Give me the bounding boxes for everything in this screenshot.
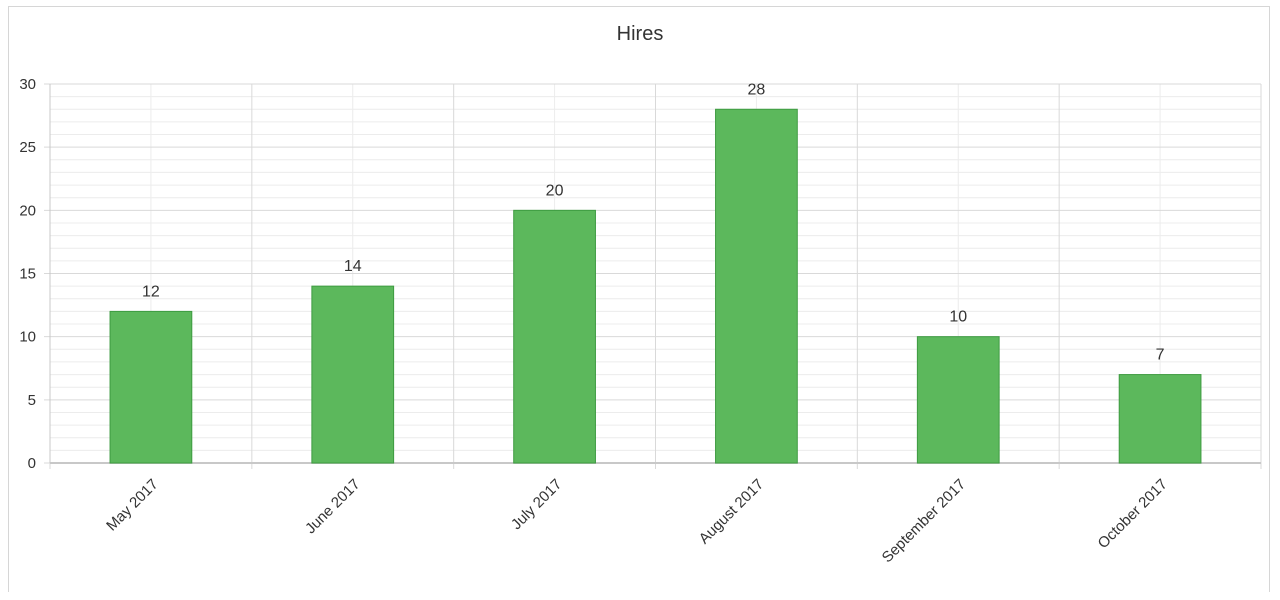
bar	[513, 209, 596, 464]
chart-grid	[44, 83, 1262, 469]
y-tick-label: 15	[19, 266, 36, 283]
bar	[715, 108, 798, 464]
bar	[1118, 374, 1202, 464]
x-tick-label: June 2017	[302, 476, 364, 538]
bar	[109, 310, 193, 464]
y-tick-label: 25	[19, 139, 36, 156]
bar	[916, 336, 1000, 464]
bar-value-label: 12	[142, 283, 160, 300]
x-tick-label: September 2017	[879, 476, 969, 566]
x-tick-label: May 2017	[103, 476, 162, 535]
x-tick-label: August 2017	[696, 476, 768, 548]
y-tick-label: 10	[19, 329, 36, 346]
bar-value-label: 20	[546, 182, 564, 199]
chart-title: Hires	[617, 23, 664, 45]
bar-value-label: 28	[748, 81, 766, 98]
chart-axes	[49, 84, 1261, 464]
bar-value-label: 7	[1156, 347, 1165, 364]
y-tick-label: 30	[19, 76, 36, 93]
bar-value-label: 14	[344, 258, 362, 275]
x-tick-label: July 2017	[508, 476, 565, 533]
bar-value-label: 10	[949, 309, 967, 326]
y-tick-label: 20	[19, 202, 36, 219]
x-tick-label: October 2017	[1095, 476, 1171, 552]
y-tick-label: 0	[28, 455, 36, 472]
chart-bars	[109, 108, 1202, 464]
y-tick-label: 5	[28, 392, 36, 409]
bar	[311, 285, 395, 464]
